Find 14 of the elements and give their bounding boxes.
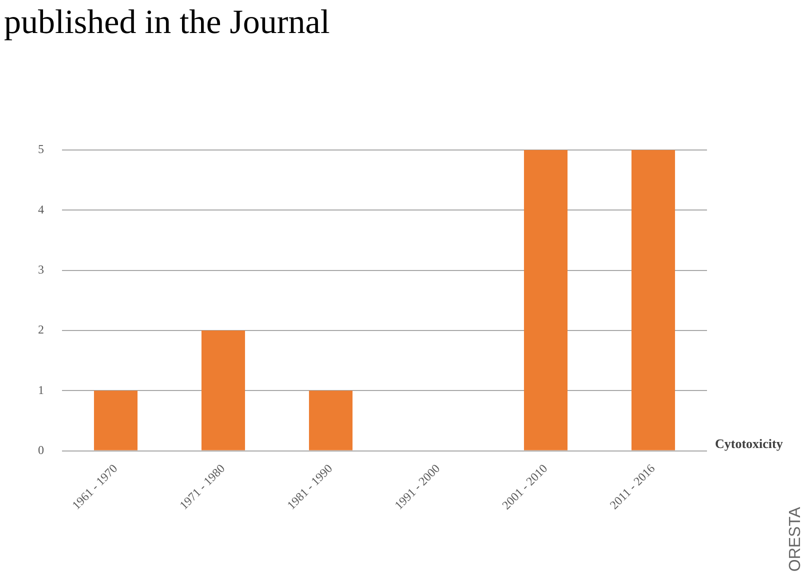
bar (631, 150, 676, 450)
bar (308, 390, 353, 450)
y-tick-label: 0 (38, 442, 44, 457)
y-tick-label: 2 (38, 322, 44, 337)
text: Cytotoxicity (715, 436, 784, 452)
y-tick-label: 5 (38, 142, 44, 156)
bar (201, 330, 246, 450)
y-tick-label: 1 (38, 382, 44, 397)
y-tick-label: 4 (38, 202, 44, 216)
bar (94, 390, 138, 450)
bar (524, 150, 568, 450)
y-tick-label: 3 (38, 262, 44, 276)
text: ORESTA (787, 507, 805, 572)
chart-title: published in the Journal (4, 4, 330, 42)
